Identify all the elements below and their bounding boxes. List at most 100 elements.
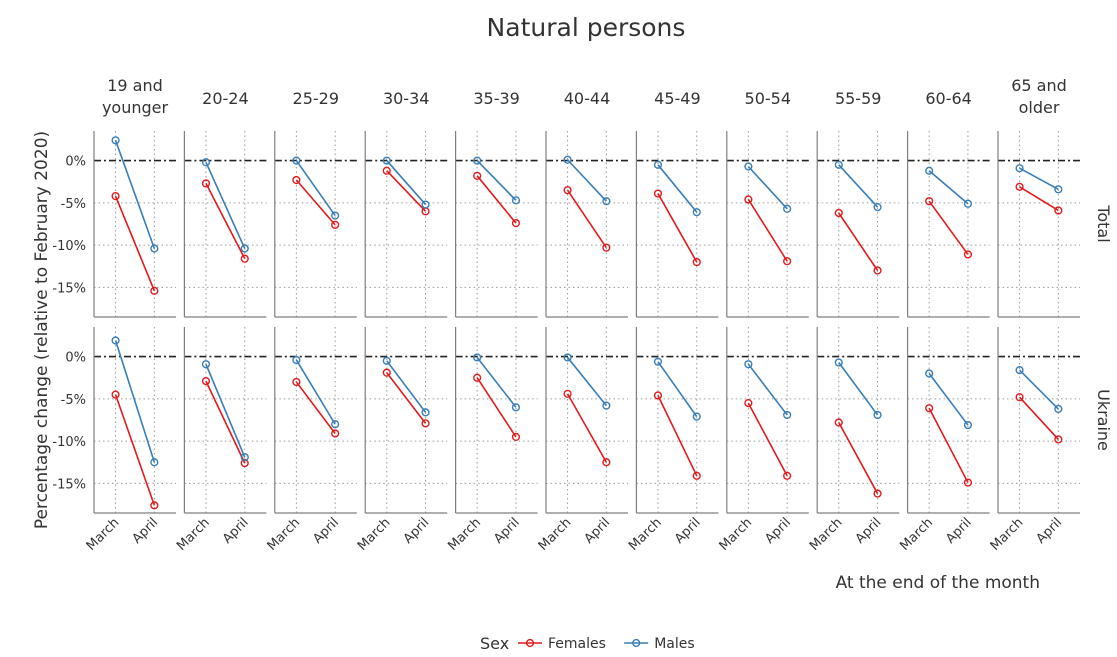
data-point (602, 458, 611, 467)
data-point (150, 501, 159, 510)
data-point (563, 389, 572, 398)
facet-panel (997, 131, 1080, 318)
data-point (653, 391, 663, 400)
series-line (838, 422, 879, 494)
data-point (382, 368, 391, 377)
series-line (114, 140, 156, 249)
facet-panel (93, 131, 176, 318)
series-line (386, 360, 427, 413)
series-line (476, 175, 517, 224)
data-point (111, 390, 120, 399)
series-line (205, 161, 246, 249)
series-line (566, 393, 608, 463)
data-point (240, 244, 249, 253)
data-point (925, 404, 934, 413)
series-line (476, 377, 517, 438)
series-line (838, 164, 879, 208)
data-point (834, 358, 843, 367)
series-line (657, 395, 698, 477)
x-tick-label: March (536, 515, 575, 554)
series-line (838, 362, 879, 416)
legend: Sex Females Males (480, 634, 695, 653)
y-tick-label: -10% (52, 239, 86, 254)
facet-panel (997, 327, 1080, 514)
data-point (873, 202, 882, 212)
data-point (331, 211, 340, 220)
facet-column-label: 30-34 (383, 89, 430, 108)
data-point (331, 429, 340, 438)
facet-column-label: 25-29 (293, 89, 340, 108)
data-point (783, 471, 792, 480)
y-tick-label: -5% (61, 197, 86, 212)
x-tick-label: March (355, 515, 394, 554)
data-point (963, 250, 973, 259)
data-point (692, 471, 701, 480)
facet-column-label: 20-24 (202, 89, 249, 108)
data-point (1054, 206, 1063, 215)
data-point (331, 420, 340, 429)
x-tick-label: April (943, 515, 975, 547)
y-axis-label: Percentage change (relative to February … (32, 131, 52, 529)
x-tick-label: March (174, 515, 213, 554)
series-line (928, 373, 969, 426)
data-point (473, 373, 482, 382)
facet-panel (364, 327, 448, 514)
series-line (386, 170, 427, 212)
data-point (834, 418, 843, 427)
data-point (1054, 185, 1063, 194)
facet-panel (274, 327, 357, 514)
facet-column-label: 45-49 (654, 89, 701, 108)
legend-key-point (632, 638, 641, 648)
data-point (925, 166, 934, 175)
facet-panel (183, 327, 267, 514)
series-line (295, 359, 336, 425)
series-line (747, 402, 788, 477)
series-line (566, 356, 607, 407)
x-tick-label: April (582, 515, 614, 547)
data-point (382, 166, 391, 175)
data-point (744, 195, 753, 204)
series-line (566, 159, 607, 202)
series-line (386, 160, 427, 206)
facet-panel (455, 327, 538, 514)
data-point (963, 199, 973, 208)
series-line (1019, 167, 1059, 191)
facet-panel (455, 131, 538, 318)
data-point (292, 175, 301, 185)
facet-labels: 0% -5% -10% -15% Total 0% -5% -10% -15% Ukraine 19… (52, 76, 1113, 554)
facet-column-label: 19 and younger (102, 76, 169, 117)
facet-panels (93, 131, 1080, 514)
data-point (563, 186, 572, 195)
data-point (834, 208, 843, 218)
data-point (511, 432, 521, 442)
x-tick-label: March (626, 515, 665, 554)
y-tick-label: 0% (65, 155, 86, 170)
data-point (150, 286, 159, 295)
data-point (240, 254, 249, 263)
data-point (692, 208, 701, 217)
facet-panel (726, 327, 809, 514)
facet-row-label: Total (1094, 204, 1113, 242)
x-tick-label: April (401, 515, 433, 547)
data-point (783, 257, 792, 266)
x-tick-label: April (310, 515, 342, 547)
series-line (295, 381, 336, 435)
data-point (744, 162, 753, 171)
y-tick-label: -5% (61, 393, 86, 408)
legend-label: Females (548, 636, 606, 652)
data-point (1054, 404, 1063, 414)
data-point (602, 401, 611, 410)
series-line (205, 380, 246, 464)
x-tick-label: March (265, 515, 304, 554)
series-line (1018, 369, 1059, 410)
data-point (653, 189, 663, 198)
data-point (421, 408, 430, 417)
series-line (476, 160, 517, 201)
data-point (873, 489, 882, 498)
series-line (566, 189, 608, 249)
data-point (292, 377, 301, 387)
data-point (421, 419, 430, 428)
series-line (386, 372, 427, 424)
facet-panel (816, 131, 900, 318)
legend-title: Sex (480, 634, 509, 653)
